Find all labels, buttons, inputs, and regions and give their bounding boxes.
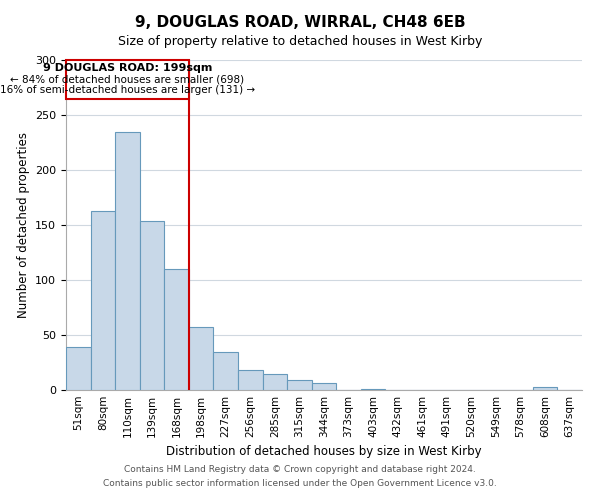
Text: ← 84% of detached houses are smaller (698): ← 84% of detached houses are smaller (69… (10, 74, 244, 84)
Bar (66, 60, 189, 98)
Bar (214, 352, 238, 390)
Bar (164, 269, 189, 390)
Text: 16% of semi-detached houses are larger (131) →: 16% of semi-detached houses are larger (… (0, 85, 255, 95)
X-axis label: Distribution of detached houses by size in West Kirby: Distribution of detached houses by size … (166, 446, 482, 458)
Bar (115, 132, 140, 390)
Bar (361, 389, 385, 390)
Text: 9, DOUGLAS ROAD, WIRRAL, CH48 6EB: 9, DOUGLAS ROAD, WIRRAL, CH48 6EB (134, 15, 466, 30)
Bar (263, 374, 287, 390)
Bar (189, 328, 214, 390)
Bar (140, 220, 164, 390)
Text: Size of property relative to detached houses in West Kirby: Size of property relative to detached ho… (118, 34, 482, 48)
Bar (312, 384, 336, 390)
Bar (533, 386, 557, 390)
Bar (66, 347, 91, 390)
Text: Contains HM Land Registry data © Crown copyright and database right 2024.
Contai: Contains HM Land Registry data © Crown c… (103, 466, 497, 487)
Bar (91, 210, 115, 390)
Text: 9 DOUGLAS ROAD: 199sqm: 9 DOUGLAS ROAD: 199sqm (43, 64, 212, 74)
Bar (238, 370, 263, 390)
Y-axis label: Number of detached properties: Number of detached properties (17, 132, 29, 318)
Bar (287, 380, 312, 390)
